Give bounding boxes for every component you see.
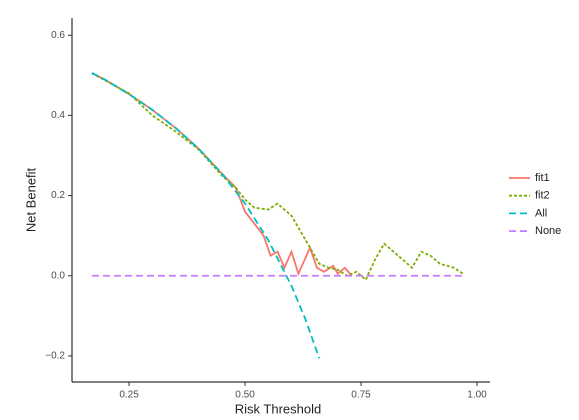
- y-tick-label: 0.2: [51, 190, 65, 201]
- legend-label: fit2: [535, 190, 550, 202]
- series-line: [91, 72, 321, 359]
- y-tick-label: 0.4: [51, 110, 65, 121]
- series-line: [91, 72, 464, 282]
- legend-label: fit1: [535, 172, 550, 184]
- x-tick-label: 0.75: [351, 390, 371, 401]
- y-tick-label: 0.0: [51, 270, 65, 281]
- legend-label: None: [535, 225, 561, 237]
- legend-label: All: [535, 207, 547, 219]
- x-tick-label: 1.00: [467, 390, 487, 401]
- y-tick-label: 0.6: [51, 30, 65, 41]
- x-axis-title: Risk Threshold: [235, 401, 321, 416]
- y-axis-title: Net Benefit: [23, 167, 38, 232]
- x-tick-label: 0.25: [119, 390, 139, 401]
- x-tick-label: 0.50: [235, 390, 255, 401]
- y-tick-label: −0.2: [45, 351, 65, 362]
